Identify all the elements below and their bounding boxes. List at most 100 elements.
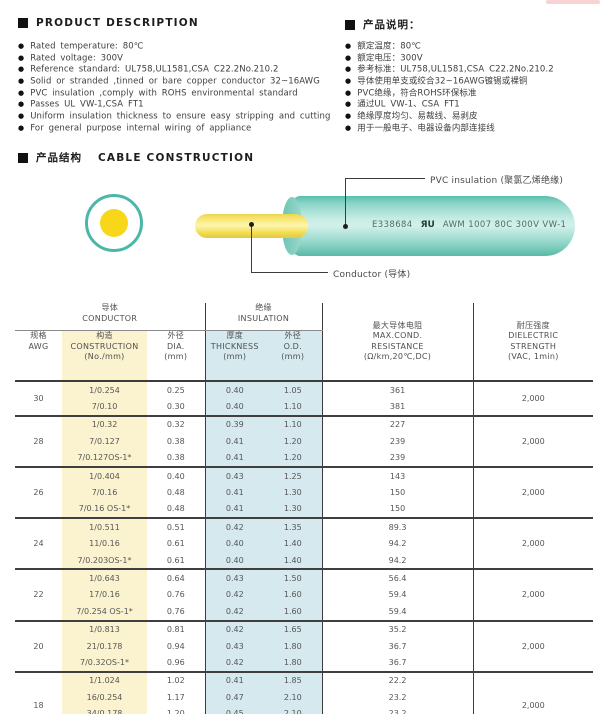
cable-construction-title-en: CABLE CONSTRUCTION (98, 151, 255, 164)
cell-thickness: 0.39 (205, 415, 265, 434)
cell-thickness: 0.42 (205, 586, 265, 604)
table-row: 7/0.10 0.30 0.40 1.10 381 (15, 398, 593, 417)
cable-construction-title: 产品结构 CABLE CONSTRUCTION (18, 150, 254, 165)
cell-od: 1.30 (264, 500, 323, 520)
group-header-conductor-zh: 导体 (101, 303, 119, 312)
cell-resistance: 361 (322, 381, 474, 399)
column-header-resistance: 最大导体电阻 MAX.COND. RESISTANCE (Ω/km,20℃,DC… (322, 303, 474, 382)
spec-table: 导体 CONDUCTOR 绝缘 INSULATION 最大导体电阻 MAX.CO… (15, 303, 594, 714)
cell-dia: 0.32 (147, 415, 206, 434)
cell-dia: 0.64 (147, 569, 206, 587)
cell-dia: 0.38 (147, 433, 206, 450)
bullet-text: Uniform insulation thickness to ensure e… (30, 111, 331, 122)
product-description-item: ● Uniform insulation thickness to ensure … (18, 111, 331, 123)
cell-dielectric: 2,000 (473, 415, 594, 469)
cell-resistance: 23.2 (322, 705, 474, 714)
cell-construction: 34/0.178 (62, 705, 147, 714)
cell-dia: 0.81 (147, 620, 206, 639)
table-row: 30 1/0.254 0.25 0.40 1.05 361 2,000 (15, 381, 594, 417)
cell-thickness: 0.40 (205, 552, 265, 571)
bullet-icon: ● (18, 123, 25, 132)
cell-dia: 0.40 (147, 467, 206, 485)
cell-construction: 7/0.32OS-1* (62, 654, 147, 673)
insulation-callout-line-vertical (345, 178, 346, 226)
group-header-insulation-zh: 绝缘 (255, 303, 272, 312)
insulation-callout-line-horizontal (345, 178, 425, 179)
cell-thickness: 0.40 (205, 398, 265, 417)
ul-recognized-icon: ЯU (420, 220, 435, 230)
cell-awg: 26 (15, 467, 62, 520)
column-header-construction: 构造 CONSTRUCTION (No./mm) (62, 330, 147, 382)
product-notes-item: ● 绝缘厚度均匀、易裁线、易剥皮 (345, 111, 554, 123)
cell-resistance: 56.4 (322, 569, 474, 587)
conductor-callout-line-horizontal (251, 272, 328, 273)
product-notes-title: 产品说明： (345, 17, 421, 32)
cell-resistance: 23.2 (322, 689, 474, 706)
cell-construction: 7/0.127OS-1* (62, 449, 147, 469)
table-row: 17/0.16 0.76 0.42 1.60 59.4 (15, 586, 593, 604)
cell-dia: 0.61 (147, 535, 206, 553)
section-square-icon (345, 19, 355, 30)
table-row: 20 1/0.813 0.81 0.42 1.65 35.2 2,000 (15, 620, 594, 673)
bullet-icon: ● (345, 53, 352, 62)
cell-od: 1.35 (264, 518, 323, 536)
table-row: 28 1/0.32 0.32 0.39 1.10 227 2,000 (15, 415, 594, 469)
cell-thickness: 0.42 (205, 620, 265, 639)
bullet-text: Solid or stranded ,tinned or bare copper… (30, 76, 320, 87)
cell-resistance: 59.4 (322, 603, 474, 622)
cell-dia: 0.25 (147, 381, 206, 399)
cell-thickness: 0.41 (205, 433, 265, 450)
cable-marking: E338684 ЯU AWM 1007 80C 300V VW-1 (372, 220, 566, 230)
product-notes-item: ● 用于一般电子、电器设备内部连接线 (345, 123, 554, 135)
cell-dia: 1.17 (147, 689, 206, 706)
cell-od: 1.10 (264, 415, 323, 434)
cell-construction: 16/0.254 (62, 689, 147, 706)
cell-od: 1.80 (264, 654, 323, 673)
table-row-group-awg-24: 24 1/0.511 0.51 0.42 1.35 89.3 2,000 11/0.16 0.6… (15, 518, 594, 571)
bullet-icon: ● (345, 77, 352, 86)
bullet-icon: ● (18, 77, 25, 86)
bullet-icon: ● (18, 42, 25, 50)
cell-resistance: 381 (322, 398, 474, 417)
cell-awg: 24 (15, 518, 62, 571)
cell-od: 1.60 (264, 586, 323, 604)
table-group-header-row: 导体 CONDUCTOR 绝缘 INSULATION 最大导体电阻 MAX.CO… (15, 303, 594, 382)
cell-dia: 1.20 (147, 705, 206, 714)
cell-thickness: 0.45 (205, 705, 265, 714)
cell-construction: 1/0.254 (62, 381, 147, 399)
conductor-callout-dot (249, 222, 254, 227)
cell-dia: 0.76 (147, 603, 206, 622)
cell-resistance: 239 (322, 433, 474, 450)
cell-thickness: 0.41 (205, 484, 265, 501)
cell-construction: 7/0.16 (62, 484, 147, 501)
bullet-icon: ● (345, 112, 352, 121)
cell-dia: 0.38 (147, 449, 206, 469)
cell-od: 1.40 (264, 552, 323, 571)
table-row-group-awg-22: 22 1/0.643 0.64 0.43 1.50 56.4 2,000 17/0.16 0.7… (15, 569, 594, 622)
cell-awg: 20 (15, 620, 62, 673)
cell-od: 1.20 (264, 433, 323, 450)
bullet-text: Passes UL VW-1,CSA FT1 (30, 99, 144, 110)
cell-construction: 7/0.203OS-1* (62, 552, 147, 571)
cell-od: 1.65 (264, 620, 323, 639)
cell-dia: 0.30 (147, 398, 206, 417)
cell-od: 2.10 (264, 689, 323, 706)
cable-marking-spec: AWM 1007 80C 300V VW-1 (442, 220, 567, 230)
cell-awg: 28 (15, 415, 62, 469)
table-row-group-awg-28: 28 1/0.32 0.32 0.39 1.10 227 2,000 7/0.127 0.38 0… (15, 415, 594, 469)
column-header-awg: 规格 AWG (15, 330, 62, 382)
cell-resistance: 94.2 (322, 535, 474, 553)
cable-insulation-graphic (286, 196, 575, 256)
table-row-group-awg-20: 20 1/0.813 0.81 0.42 1.65 35.2 2,000 21/0.178 0.… (15, 620, 594, 673)
cell-construction: 1/0.404 (62, 467, 147, 485)
cell-construction: 21/0.178 (62, 638, 147, 655)
cell-thickness: 0.41 (205, 449, 265, 469)
cell-resistance: 36.7 (322, 638, 474, 655)
cell-construction: 17/0.16 (62, 586, 147, 604)
cell-dielectric: 2,000 (473, 518, 594, 571)
product-notes-item: ● 通过UL VW-1、CSA FT1 (345, 99, 554, 111)
table-row: 21/0.178 0.94 0.43 1.80 36.7 (15, 638, 593, 655)
cell-construction: 7/0.10 (62, 398, 147, 417)
column-header-dia: 外径 DIA. (mm) (147, 330, 206, 382)
cell-dielectric: 2,000 (473, 569, 594, 622)
